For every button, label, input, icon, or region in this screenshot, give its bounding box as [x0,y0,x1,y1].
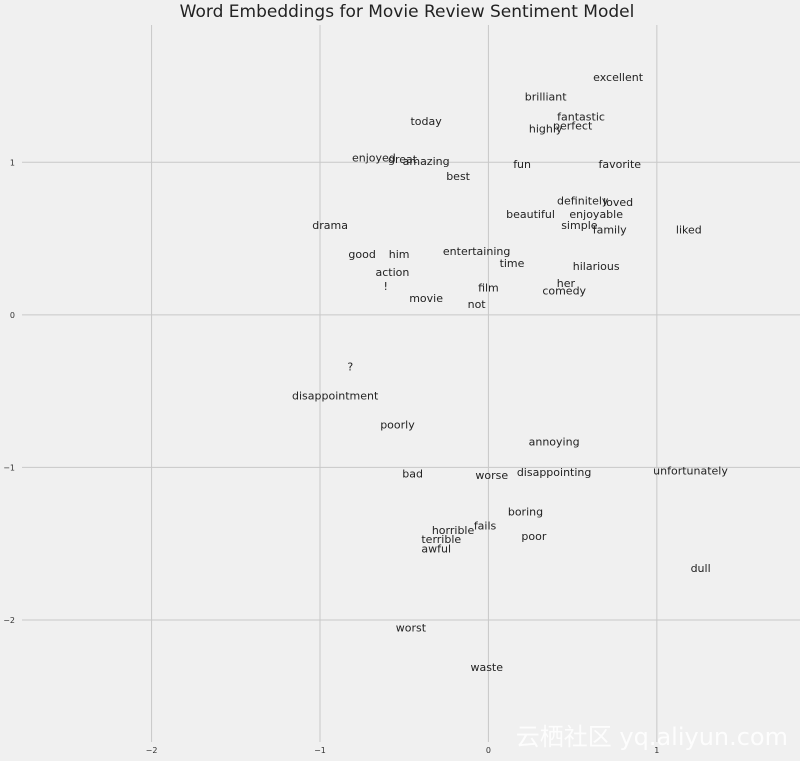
word-point-label: disappointing [517,466,592,479]
word-point-label: awful [421,542,451,555]
word-point-label: bad [402,468,423,481]
word-point-label: enjoyable [569,208,623,221]
word-point-label: entertaining [443,245,510,258]
word-point-label: unfortunately [653,464,728,477]
word-point-label: brilliant [525,91,567,104]
word-point-label: fantastic [557,111,605,124]
word-point-label: best [446,170,470,183]
word-point-label: poorly [380,419,415,432]
word-point-label: great [388,153,418,166]
word-point-label: fun [513,158,531,171]
word-point-label: horrible [432,524,475,537]
tick-labels: −2 −1 0 1 −2 −1 0 1 [3,158,659,755]
word-point-label: amazing [403,155,450,168]
word-point-label: worst [396,622,427,635]
x-tick-label: 1 [654,746,659,755]
word-point-label: disappointment [292,390,379,403]
word-point-label: perfect [553,120,593,133]
word-point-label: terrible [421,533,461,546]
word-labels: excellent brilliant fantasticperfecthighly… [292,71,728,674]
word-point-label: fails [474,519,497,532]
word-point-label: time [500,257,525,270]
word-point-label: not [468,298,487,311]
word-point-label: dull [691,562,711,575]
word-point-label: boring [508,506,543,519]
word-point-label: hilarious [573,260,620,273]
word-point-label: comedy [542,284,586,297]
word-point-label: him [389,248,410,261]
word-point-label: annoying [529,435,580,448]
x-tick-label: −2 [146,746,158,755]
word-point-label: her [557,277,576,290]
word-point-label: worse [475,469,508,482]
chart-title: Word Embeddings for Movie Review Sentime… [180,2,635,22]
x-tick-label: 0 [486,746,491,755]
word-point-label: ! [383,280,387,293]
y-tick-label: 0 [10,311,15,320]
word-point-label: highly [529,123,563,136]
word-point-label: loved [603,196,633,209]
word-point-label: liked [676,223,702,236]
word-point-label: simple [561,219,598,232]
word-point-label: favorite [599,158,642,171]
y-tick-label: −2 [3,616,15,625]
word-point-label: poor [521,530,546,543]
word-point-label: excellent [593,71,644,84]
y-tick-label: 1 [10,158,15,167]
word-point-label: definitely [557,194,609,207]
word-point-label: movie [409,292,443,305]
word-point-label: waste [470,661,503,674]
watermark: 云栖社区 yq.aliyun.com [516,723,788,751]
word-point-label: action [375,266,409,279]
gridlines [22,25,800,742]
x-tick-label: −1 [314,746,326,755]
word-point-label: ? [347,361,353,374]
y-tick-label: −1 [3,463,15,472]
word-point-label: film [478,281,499,294]
word-point-label: good [348,248,375,261]
word-point-label: drama [312,219,348,232]
word-point-label: beautiful [506,208,555,221]
word-point-label: family [593,223,627,236]
word-point-label: enjoyed [352,152,396,165]
word-point-label: today [410,115,442,128]
